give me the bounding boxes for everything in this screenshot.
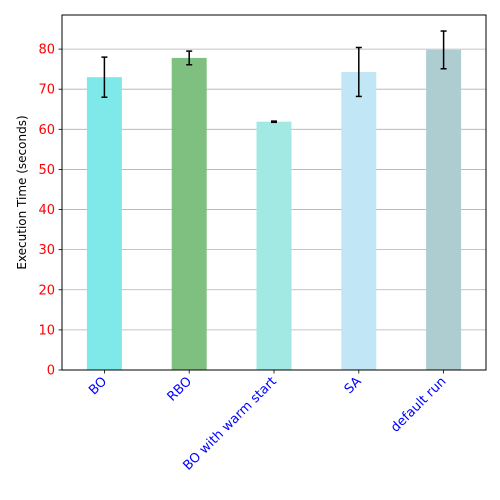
y-tick-label: 20: [38, 283, 55, 298]
x-tick-label: BO with warm start: [180, 374, 279, 473]
bar: [171, 57, 207, 371]
y-tick-label: 30: [38, 243, 55, 258]
x-tick-label: RBO: [165, 374, 195, 404]
y-tick-label: 80: [38, 43, 55, 58]
y-tick-label: 50: [38, 163, 55, 178]
y-axis-label: Execution Time (seconds): [15, 115, 29, 269]
bars: [86, 49, 462, 371]
y-tick-label: 0: [47, 364, 55, 379]
bar: [256, 121, 292, 370]
x-tick-label: default run: [388, 374, 449, 435]
error-bars: [101, 30, 447, 124]
y-tick-label: 40: [38, 203, 55, 218]
bar: [341, 71, 377, 370]
x-tick-label: BO: [86, 374, 110, 398]
y-tick-label: 10: [38, 323, 55, 338]
bar: [86, 77, 122, 370]
y-tick-label: 60: [38, 123, 55, 138]
y-tick-label: 70: [38, 83, 55, 98]
x-tick-label: SA: [342, 374, 365, 397]
y-axis: 0 10 20 30 40 50 60 70 80: [38, 43, 62, 379]
bar: [426, 49, 462, 370]
